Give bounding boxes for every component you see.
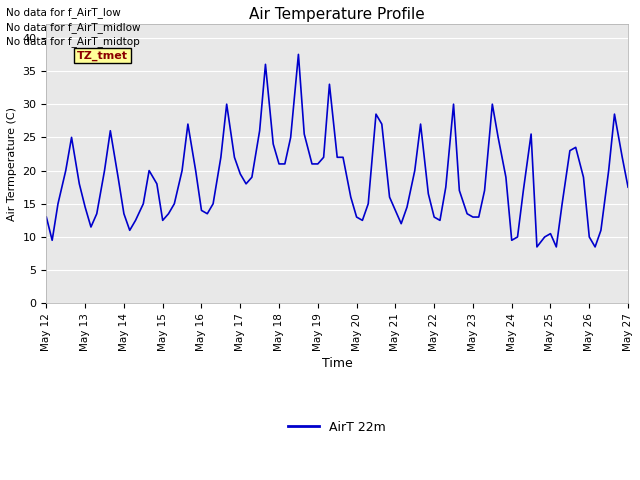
Text: No data for f_AirT_low: No data for f_AirT_low [6, 7, 121, 18]
Legend: AirT 22m: AirT 22m [284, 416, 391, 439]
Text: No data for f_AirT_midtop: No data for f_AirT_midtop [6, 36, 140, 47]
Title: Air Temperature Profile: Air Temperature Profile [250, 7, 425, 22]
Y-axis label: Air Termperature (C): Air Termperature (C) [7, 107, 17, 221]
Text: No data for f_AirT_midlow: No data for f_AirT_midlow [6, 22, 141, 33]
X-axis label: Time: Time [322, 357, 353, 370]
Text: TZ_tmet: TZ_tmet [77, 50, 128, 60]
